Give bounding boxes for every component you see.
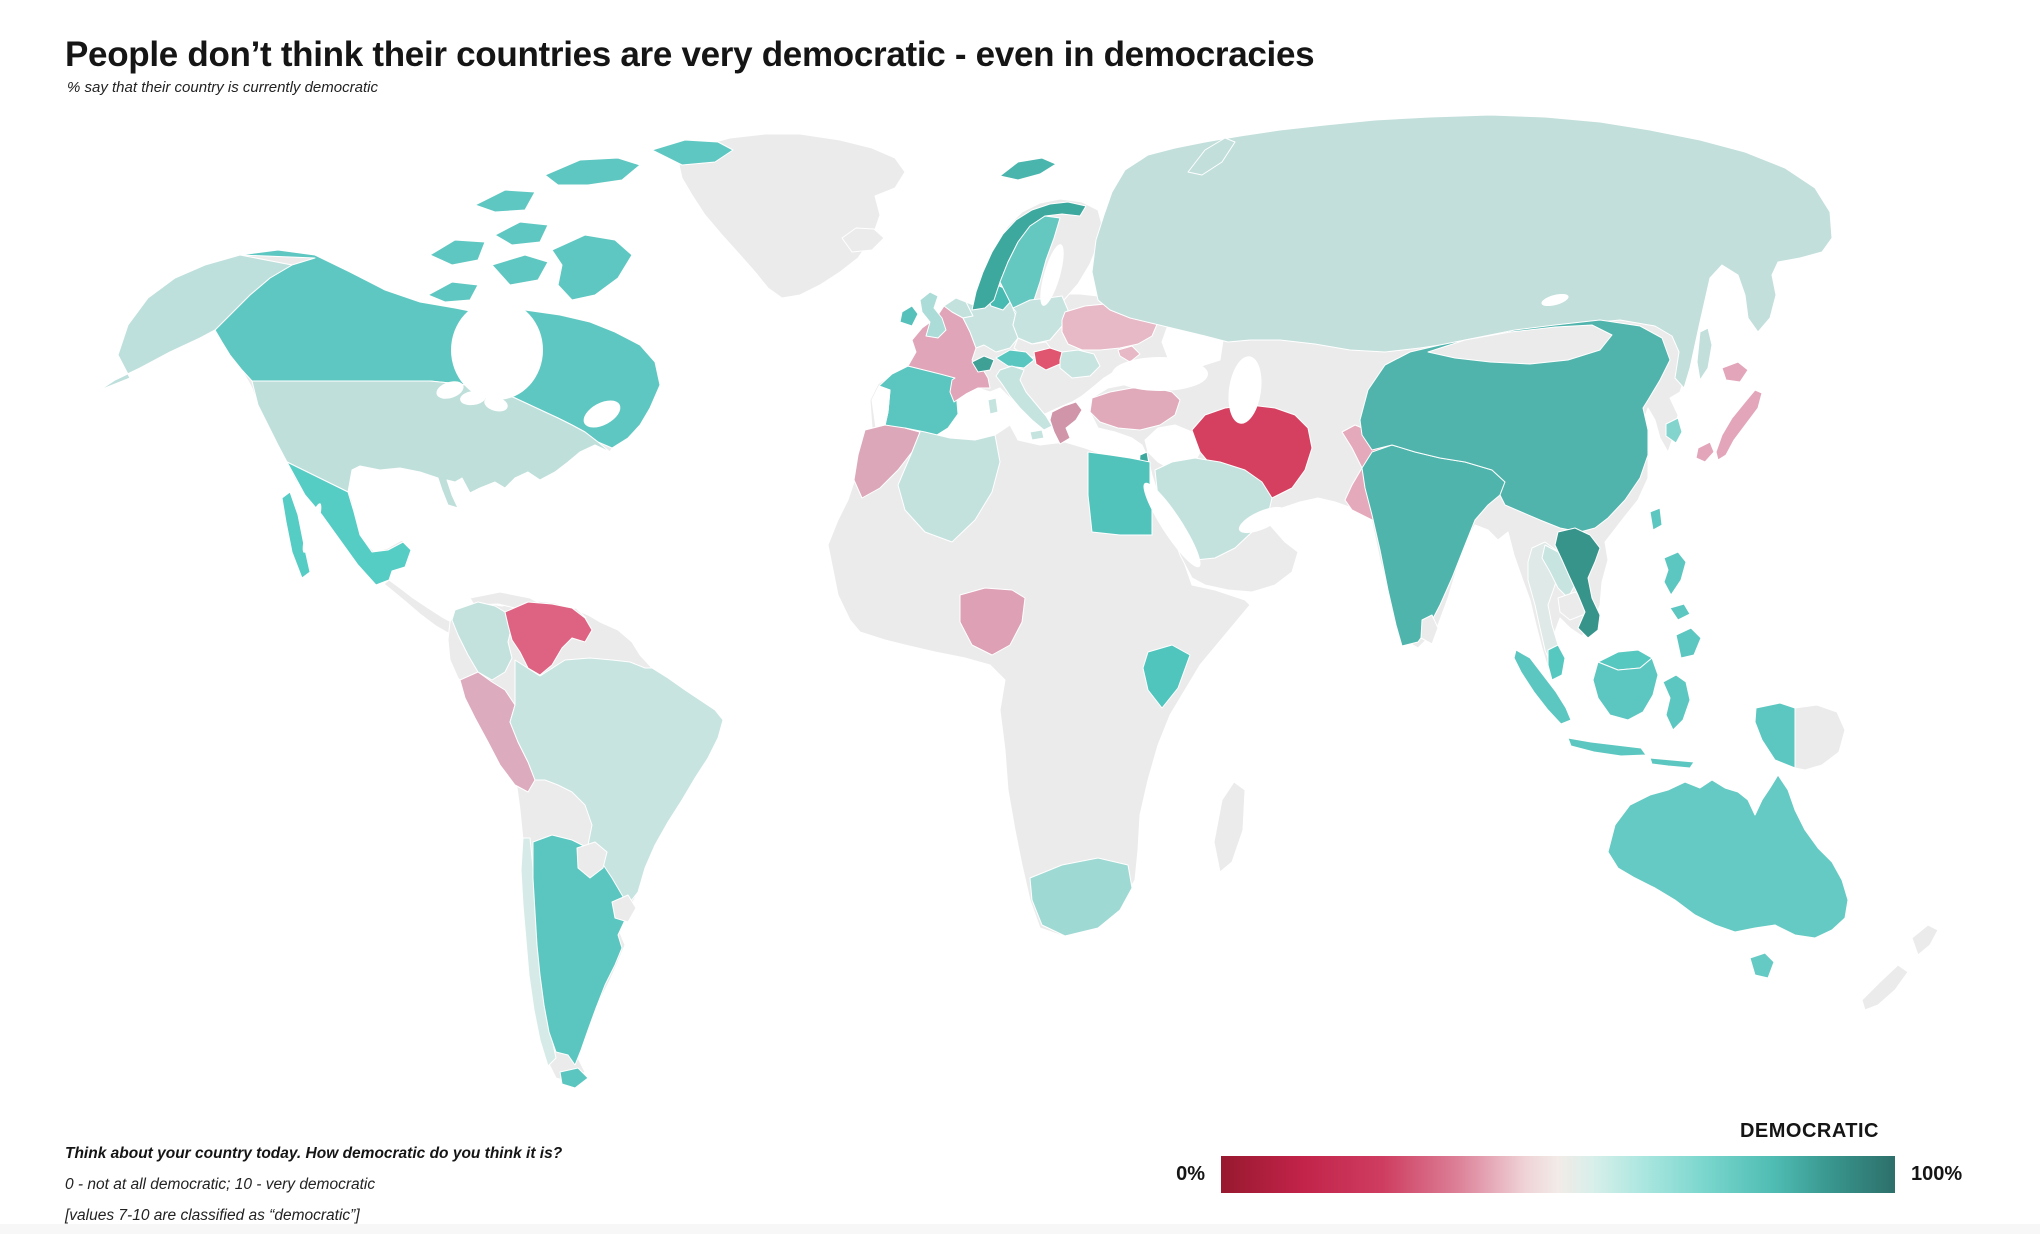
country-japan-honshu[interactable] xyxy=(1715,389,1763,461)
gulf-of-california xyxy=(302,503,322,553)
country-greece[interactable] xyxy=(1049,401,1083,445)
bottom-strip xyxy=(0,1224,2040,1234)
great-lake xyxy=(484,396,508,412)
caspian-sea xyxy=(1228,356,1262,424)
region-new-zealand-south xyxy=(1861,964,1909,1011)
country-argentina-tdf[interactable] xyxy=(559,1067,589,1089)
country-venezuela[interactable] xyxy=(504,601,593,676)
legend-min-label: 0% xyxy=(1176,1163,1205,1185)
country-china[interactable] xyxy=(1359,319,1671,533)
country-ireland[interactable] xyxy=(899,305,919,327)
country-alaska[interactable] xyxy=(99,254,293,391)
red-sea xyxy=(1143,482,1201,568)
legend-title: DEMOCRATIC xyxy=(1739,1120,1879,1142)
country-canada-island[interactable] xyxy=(474,189,536,213)
baltic-sea xyxy=(1040,244,1064,306)
country-tasmania[interactable] xyxy=(1749,952,1775,979)
great-lake xyxy=(436,381,464,399)
water-bodies xyxy=(302,244,1569,568)
country-romania[interactable] xyxy=(1059,349,1101,379)
country-russia-novaya-zemlya[interactable] xyxy=(1187,137,1236,176)
country-canada-island[interactable] xyxy=(494,221,549,246)
country-nigeria[interactable] xyxy=(959,587,1026,656)
country-usa[interactable] xyxy=(251,380,611,509)
lake-baikal xyxy=(1541,293,1569,307)
country-canada-baffin[interactable] xyxy=(551,234,633,301)
region-iceland xyxy=(841,227,885,253)
country-russia[interactable] xyxy=(1091,114,1833,389)
country-canada-island[interactable] xyxy=(429,239,486,266)
country-italy-sicily[interactable] xyxy=(1029,429,1045,441)
footnote: Think about your country today. How demo… xyxy=(65,1138,562,1231)
region-uruguay xyxy=(611,894,637,923)
country-philippines-visayas[interactable] xyxy=(1669,603,1691,621)
country-canada-island[interactable] xyxy=(651,139,734,166)
country-kenya[interactable] xyxy=(1142,644,1191,709)
country-indonesia-borneo[interactable] xyxy=(1592,657,1659,721)
country-turkey[interactable] xyxy=(1089,387,1181,431)
country-svalbard[interactable] xyxy=(999,157,1057,181)
country-mexico[interactable] xyxy=(286,461,412,586)
country-australia[interactable] xyxy=(1607,774,1849,939)
region-africa xyxy=(827,424,1251,936)
country-south-africa[interactable] xyxy=(1029,857,1133,937)
page-title: People don’t think their countries are v… xyxy=(65,35,1315,75)
region-paraguay xyxy=(576,841,608,879)
countries xyxy=(99,114,1939,1089)
country-indonesia-java[interactable] xyxy=(1567,737,1647,757)
color-legend: DEMOCRATIC 0% 100% xyxy=(1130,1112,2010,1208)
region-mongolia xyxy=(1427,324,1613,365)
country-switzerland[interactable] xyxy=(971,355,995,373)
country-indonesia-lesser-sunda[interactable] xyxy=(1649,757,1695,769)
country-japan-hokkaido[interactable] xyxy=(1721,361,1749,383)
region-papua-new-guinea xyxy=(1794,704,1846,771)
country-malaysia-peninsula[interactable] xyxy=(1547,644,1566,681)
country-italy-sardinia[interactable] xyxy=(987,397,999,415)
country-vietnam[interactable] xyxy=(1554,527,1601,639)
country-indonesia-sulawesi[interactable] xyxy=(1662,674,1691,731)
country-mexico-baja[interactable] xyxy=(281,491,311,579)
country-colombia[interactable] xyxy=(451,601,513,681)
country-philippines-mindanao[interactable] xyxy=(1675,627,1702,659)
country-canada-island[interactable] xyxy=(427,281,479,303)
country-algeria[interactable] xyxy=(897,427,1001,543)
footnote-question: Think about your country today. How demo… xyxy=(65,1145,563,1162)
country-uk[interactable] xyxy=(919,291,947,339)
country-russia-sakhalin[interactable] xyxy=(1696,327,1713,381)
country-philippines-luzon[interactable] xyxy=(1663,551,1687,596)
country-japan-kyushu[interactable] xyxy=(1695,441,1715,463)
country-austria[interactable] xyxy=(995,349,1035,369)
country-india[interactable] xyxy=(1361,444,1506,647)
country-canada-island[interactable] xyxy=(544,157,641,186)
footnote-classification: [values 7-10 are classified as “democrat… xyxy=(65,1207,360,1224)
country-indonesia-sumatra[interactable] xyxy=(1513,649,1572,725)
page-subtitle: % say that their country is currently de… xyxy=(67,79,378,96)
legend-gradient-bar xyxy=(1221,1156,1895,1193)
footnote-scale: 0 - not at all democratic; 10 - very dem… xyxy=(65,1176,376,1193)
country-taiwan[interactable] xyxy=(1649,507,1663,531)
persian-gulf xyxy=(1238,506,1286,534)
country-indonesia-papua[interactable] xyxy=(1754,702,1796,769)
country-canada-island[interactable] xyxy=(491,254,549,286)
gulf-of-st-lawrence xyxy=(583,400,621,428)
great-lake xyxy=(460,390,486,406)
country-ukraine-crimea[interactable] xyxy=(1117,345,1141,363)
region-sri-lanka xyxy=(1420,614,1439,645)
region-new-zealand-north xyxy=(1911,924,1939,956)
country-south-korea[interactable] xyxy=(1665,417,1683,444)
legend-max-label: 100% xyxy=(1911,1163,1963,1185)
country-morocco[interactable] xyxy=(853,424,921,499)
country-egypt[interactable] xyxy=(1087,451,1153,536)
hudson-bay xyxy=(451,300,543,400)
black-sea xyxy=(1112,357,1208,391)
country-brazil[interactable] xyxy=(509,657,724,906)
region-madagascar xyxy=(1213,781,1246,873)
